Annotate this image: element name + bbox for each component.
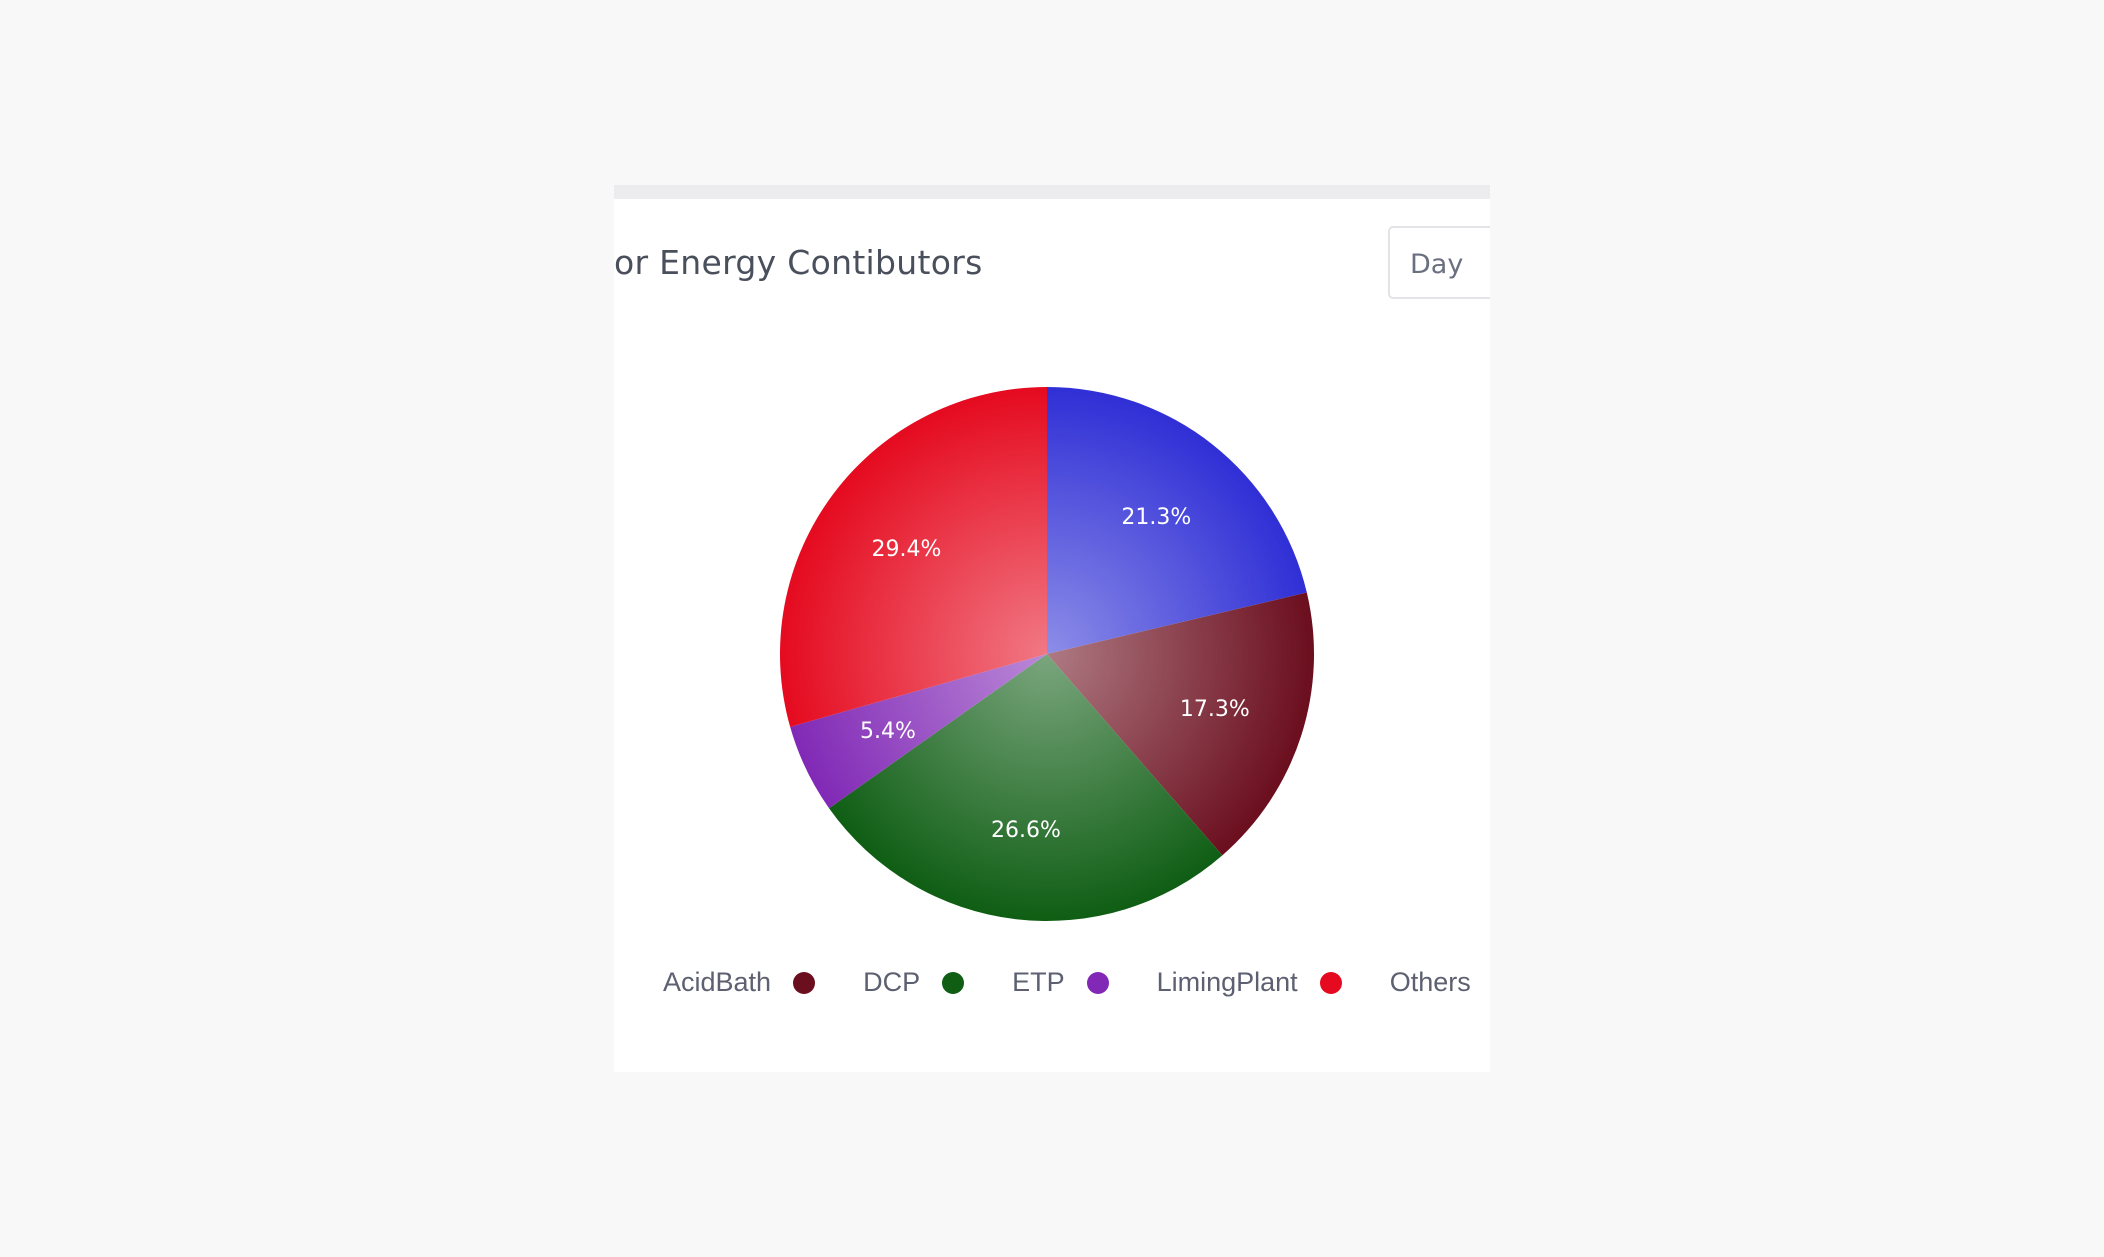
period-select[interactable]: Day [1388,226,1490,299]
legend-label: ETP [1012,967,1065,997]
legend-item-dcp[interactable]: DCP [863,967,965,998]
legend-item-etp[interactable]: ETP [1012,967,1109,998]
legend-item-others[interactable]: Others [1390,967,1490,998]
pie-slice-dcp[interactable] [829,654,1223,922]
slice-label-others: 21.3% [1121,505,1191,530]
pie-slice-labels: 21.3% 17.3% 26.6% 5.4% 29.4% [860,505,1250,843]
legend-color-dot [1319,971,1342,994]
pie-slice-limingplant[interactable] [780,387,1047,727]
slice-label-limingplant: 29.4% [871,537,941,562]
legend-item-acidbath[interactable]: AcidBath [663,967,816,998]
slice-label-etp: 5.4% [860,719,916,744]
period-select-value: Day [1410,249,1464,280]
pie-slice-etp[interactable] [790,654,1047,809]
card-top-border [614,185,1490,199]
pie-chart: 21.3% 17.3% 26.6% 5.4% 29.4% [780,387,1315,922]
energy-contributors-card: or Energy Contibutors Day 21.3% 17.3% 26.6… [614,185,1490,1072]
chart-legend: AcidBath DCP ETP LimingPlant Others [663,967,1490,1007]
legend-color-dot [942,971,965,994]
legend-item-limingplant[interactable]: LimingPlant [1157,967,1342,998]
legend-color-dot [1086,971,1109,994]
pie-slice-others[interactable] [1047,387,1307,654]
pie-slice-acidbath[interactable] [1047,592,1315,856]
pie-slices [780,387,1315,922]
legend-label: LimingPlant [1156,967,1298,997]
chart-title: or Energy Contibutors [614,243,983,282]
legend-color-dot [793,971,816,994]
legend-label: Others [1389,967,1471,997]
slice-label-acidbath: 17.3% [1180,697,1250,722]
legend-label: AcidBath [663,967,772,997]
legend-label: DCP [863,967,921,997]
slice-label-dcp: 26.6% [991,818,1061,843]
